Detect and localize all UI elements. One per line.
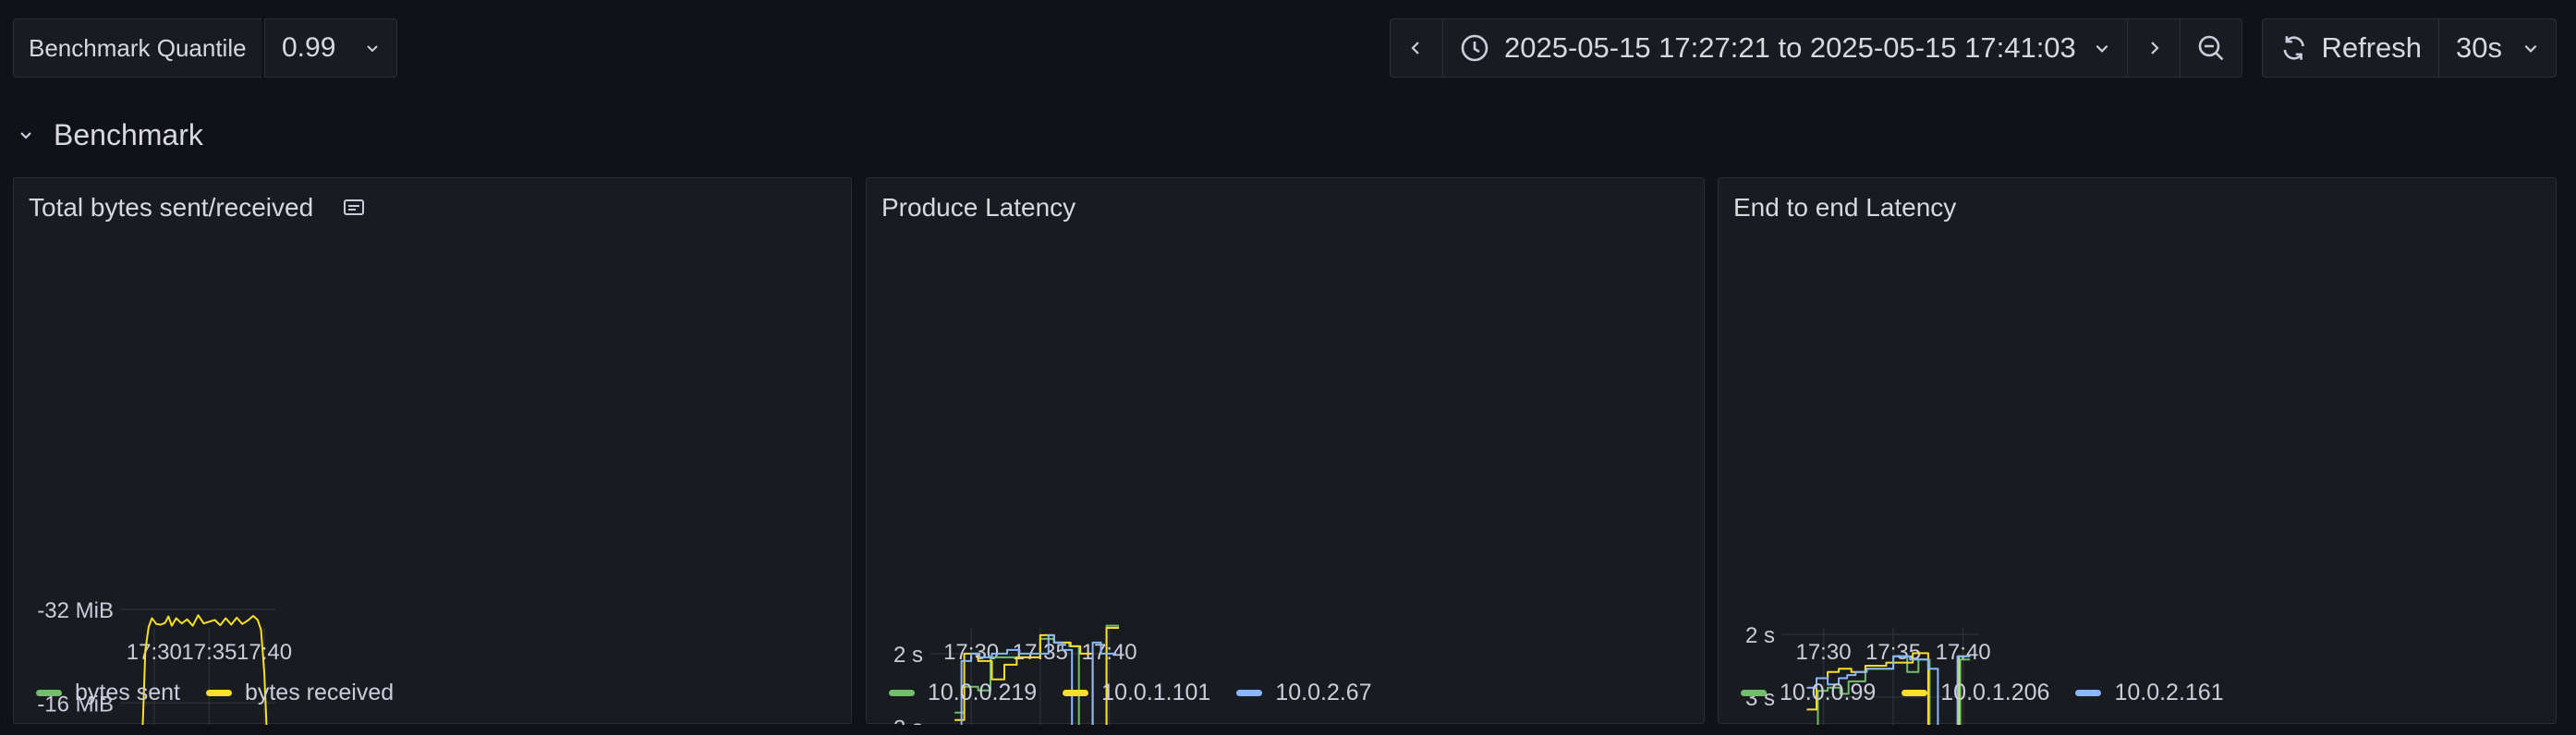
refresh-label: Refresh	[2321, 31, 2422, 64]
legend-label: bytes received	[244, 680, 395, 705]
row-title: Benchmark	[54, 117, 203, 151]
legend-swatch	[1063, 690, 1089, 696]
chevron-down-icon	[20, 132, 31, 139]
legend: 10.0.0.219 10.0.1.101 10.0.2.67	[889, 680, 1372, 706]
legend-swatch	[1741, 690, 1767, 696]
legend: bytes sent bytes received	[36, 680, 394, 706]
series-line	[1806, 652, 1971, 725]
legend-swatch	[205, 690, 232, 696]
x-tick-label: 17:40	[1936, 640, 1991, 665]
legend-item-10-0-2-67[interactable]: 10.0.2.67	[1236, 680, 1372, 706]
panel-title-row: Total bytes sent/received	[29, 193, 367, 223]
time-range-back-button[interactable]	[1390, 18, 1443, 78]
panel-title-row: Produce Latency	[881, 193, 1075, 223]
refresh-icon	[2283, 36, 2304, 60]
legend-label: 10.0.1.206	[1940, 680, 2050, 705]
variable-select[interactable]: 0.99	[264, 18, 397, 78]
legend: 10.0.0.99 10.0.1.206 10.0.2.161	[1741, 680, 2224, 706]
legend-swatch	[1902, 690, 1928, 696]
legend-item-bytes-received[interactable]: bytes received	[205, 680, 395, 706]
row-header[interactable]: Benchmark	[18, 113, 203, 157]
chevron-down-icon	[2524, 44, 2537, 53]
legend-item-10-0-0-99[interactable]: 10.0.0.99	[1741, 680, 1876, 706]
chevron-down-icon	[367, 45, 378, 53]
series-line	[141, 614, 268, 725]
y-tick-label: 2 s	[893, 643, 923, 668]
clock-icon	[1461, 34, 1488, 62]
legend-swatch	[889, 690, 915, 696]
series-line	[960, 633, 1116, 725]
zoom-out-icon	[2198, 35, 2224, 61]
series-line	[954, 624, 1119, 725]
panel-produce-latency: Produce Latency 6 s5 s4 s3 s2 s17:3017:3…	[866, 177, 1705, 725]
x-tick-label: 17:40	[237, 640, 292, 665]
zoom-out-button[interactable]	[2180, 18, 2242, 78]
variable-label: Benchmark Quantile	[13, 18, 261, 78]
legend-item-10-0-1-101[interactable]: 10.0.1.101	[1063, 680, 1210, 706]
x-tick-label: 17:30	[1795, 640, 1851, 665]
legend-item-bytes-sent[interactable]: bytes sent	[36, 680, 180, 706]
panel-title: Produce Latency	[881, 193, 1076, 222]
legend-item-10-0-0-219[interactable]: 10.0.0.219	[889, 680, 1037, 706]
chevron-left-icon	[1411, 42, 1419, 54]
time-range-text: 2025-05-15 17:27:21 to 2025-05-15 17:41:…	[1504, 31, 2076, 64]
legend-label: 10.0.0.99	[1780, 680, 1877, 705]
refresh-interval-select[interactable]: 30s	[2438, 18, 2557, 78]
legend-label: 10.0.2.67	[1275, 680, 1372, 705]
x-tick-label: 17:30	[127, 640, 182, 665]
legend-swatch	[2075, 690, 2102, 696]
y-tick-label: -32 MiB	[37, 598, 114, 623]
panel-title-row: End to end Latency	[1733, 193, 1956, 223]
time-range-forward-button[interactable]	[2127, 18, 2181, 78]
time-range-picker[interactable]: 2025-05-15 17:27:21 to 2025-05-15 17:41:…	[1442, 18, 2128, 78]
x-tick-label: 17:40	[1082, 640, 1137, 665]
legend-swatch	[36, 690, 62, 696]
refresh-button[interactable]: Refresh	[2262, 18, 2439, 78]
legend-label: bytes sent	[75, 680, 180, 705]
legend-item-10-0-1-206[interactable]: 10.0.1.206	[1902, 680, 2049, 706]
legend-item-10-0-2-161[interactable]: 10.0.2.161	[2075, 680, 2224, 706]
series-line	[1806, 655, 1971, 725]
panel-title: End to end Latency	[1733, 193, 1957, 222]
panel-info-icon[interactable]	[343, 198, 367, 218]
panel-title: Total bytes sent/received	[29, 193, 314, 222]
chevron-right-icon	[2151, 42, 2159, 54]
variable-label-text: Benchmark Quantile	[29, 33, 247, 62]
legend-label: 10.0.0.219	[928, 680, 1038, 705]
chart-total-bytes: 32 MiB16 MiB0 B-16 MiB-32 MiB17:3017:351…	[37, 598, 292, 725]
refresh-interval-value: 30s	[2456, 31, 2502, 64]
y-tick-label: 2 s	[1745, 623, 1775, 648]
variable-value: 0.99	[282, 32, 336, 63]
legend-label: 10.0.1.101	[1101, 680, 1211, 705]
panel-e2e-latency: End to end Latency 7 s6 s5 s4 s3 s2 s17:…	[1718, 177, 2557, 725]
legend-swatch	[1236, 690, 1263, 696]
chevron-down-icon	[2096, 44, 2108, 53]
legend-label: 10.0.2.161	[2114, 680, 2224, 705]
panel-total-bytes: Total bytes sent/received 32 MiB16 MiB0 …	[13, 177, 852, 725]
x-tick-label: 17:35	[181, 640, 237, 665]
y-tick-label: 3 s	[893, 717, 923, 725]
